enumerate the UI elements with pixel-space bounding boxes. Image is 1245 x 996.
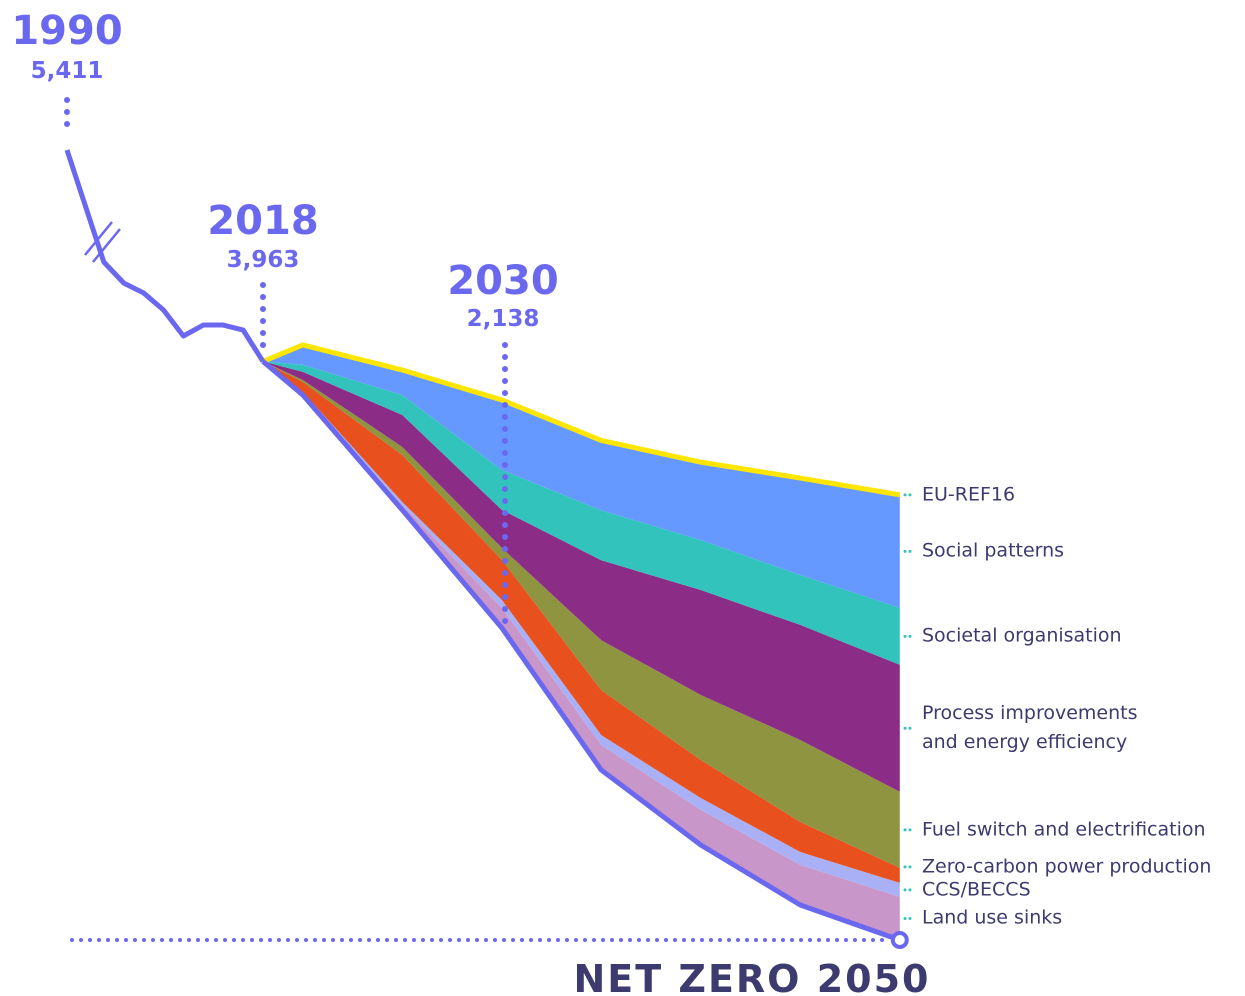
value-label: 2,138: [467, 306, 540, 332]
legend-label: Land use sinks: [922, 906, 1063, 929]
axis-break: [92, 228, 121, 263]
net-zero-point: [890, 931, 909, 949]
area: [263, 361, 900, 792]
history-line: [64, 149, 266, 363]
legend-label: Zero-carbon power production: [922, 855, 1212, 878]
net-zero-label: NET ZERO 2050: [574, 957, 931, 996]
value-label: 5,411: [31, 58, 104, 84]
value-label: 3,963: [227, 247, 300, 273]
area: [263, 344, 900, 608]
reference-line: [262, 342, 901, 498]
legend-label: Process improvements and energy efficien…: [922, 702, 1138, 754]
legend-label: Social patterns: [922, 539, 1065, 562]
area: [263, 361, 900, 883]
legend-label: Fuel switch and electrification: [922, 818, 1206, 841]
legend-label: CCS/BECCS: [922, 878, 1031, 901]
year-label: 2018: [207, 198, 318, 244]
legend-label: EU-REF16: [922, 483, 1016, 506]
area: [263, 361, 900, 665]
net-line: [261, 359, 901, 943]
year-label: 2030: [447, 258, 558, 304]
legend-label: Societal organisation: [922, 624, 1122, 647]
area: [263, 361, 900, 868]
area: [263, 361, 900, 941]
areas: [263, 344, 900, 941]
year-label: 1990: [11, 8, 122, 54]
